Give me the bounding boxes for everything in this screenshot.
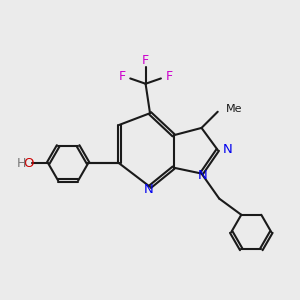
Text: O: O [23, 157, 33, 170]
Text: F: F [118, 70, 126, 83]
Text: Me: Me [226, 104, 242, 114]
Text: F: F [142, 54, 149, 67]
Text: N: N [198, 169, 208, 182]
Text: N: N [223, 143, 233, 157]
Text: N: N [144, 183, 153, 196]
Text: F: F [166, 70, 173, 83]
Text: H: H [17, 157, 26, 170]
